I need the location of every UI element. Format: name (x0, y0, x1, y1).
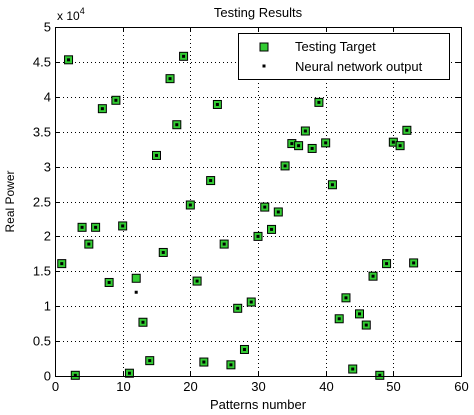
x-tick-label: 0 (52, 379, 59, 394)
neural-network-output-point (324, 141, 328, 145)
neural-network-output-point (344, 296, 348, 300)
legend-marker-testing-target (259, 42, 269, 52)
data-points (57, 51, 419, 380)
neural-network-output-point (148, 359, 152, 363)
neural-network-output-point (337, 317, 341, 321)
neural-network-output-point (127, 371, 131, 375)
y-tick-label: 3.5 (33, 125, 51, 140)
x-tick-label: 20 (183, 379, 197, 394)
neural-network-output-point (391, 140, 395, 144)
neural-network-output-point (141, 320, 145, 324)
chart-title: Testing Results (214, 5, 303, 20)
legend: Testing Target Neural network output (238, 33, 450, 80)
neural-network-output-point (256, 234, 260, 238)
neural-network-output-point (351, 367, 355, 371)
y-tick-label: 2 (44, 229, 51, 244)
neural-network-output-point (114, 98, 118, 102)
neural-network-output-point (297, 144, 301, 148)
y-axis-label: Real Power (3, 170, 17, 232)
y-axis-multiplier-base: x 10 (57, 9, 80, 23)
neural-network-output-point (107, 280, 111, 284)
neural-network-output-point (161, 250, 165, 254)
neural-network-output-point (405, 128, 409, 132)
neural-network-output-point (121, 224, 125, 228)
neural-network-output-point (283, 164, 287, 168)
neural-network-output-point (87, 242, 91, 246)
neural-network-output-point (371, 274, 375, 278)
y-tick-label: 1.5 (33, 264, 51, 279)
neural-network-output-point (182, 54, 186, 58)
neural-network-output-point (60, 262, 64, 266)
neural-network-output-point (317, 100, 321, 104)
neural-network-output-point (215, 102, 219, 106)
neural-network-output-point (188, 203, 192, 207)
neural-network-output-point (236, 306, 240, 310)
legend-marker-neural-network-output (262, 64, 266, 68)
neural-network-output-point (222, 242, 226, 246)
y-tick-label: 4.5 (33, 55, 51, 70)
x-tick-label: 30 (251, 379, 265, 394)
x-tick-label: 60 (454, 379, 468, 394)
y-tick-label: 1 (44, 299, 51, 314)
neural-network-output-point (398, 144, 402, 148)
neural-network-output-point (303, 129, 307, 133)
y-tick-label: 3 (44, 160, 51, 175)
neural-network-output-point (242, 347, 246, 351)
neural-network-output-point (229, 363, 233, 367)
neural-network-output-point (175, 123, 179, 127)
neural-network-output-point (330, 183, 334, 187)
neural-network-output-point (358, 312, 361, 316)
neural-network-output-point (290, 142, 294, 146)
neural-network-output-point (195, 279, 199, 283)
x-tick-label: 50 (386, 379, 400, 394)
neural-network-output-point (385, 262, 389, 266)
neural-network-output-point (276, 210, 280, 214)
neural-network-output-point (378, 373, 382, 377)
legend-label-testing-target: Testing Target (295, 39, 376, 54)
neural-network-output-point (67, 58, 71, 62)
neural-network-output-point (310, 146, 314, 150)
x-axis-label: Patterns number (210, 397, 307, 412)
neural-network-output-point (168, 77, 172, 81)
plot-frame (55, 27, 462, 377)
x-tick-label: 40 (319, 379, 333, 394)
y-tick-label: 2.5 (33, 195, 51, 210)
legend-box (238, 33, 450, 80)
y-axis-multiplier: x 104 (57, 6, 85, 23)
neural-network-output-point (100, 107, 104, 111)
neural-network-output-point (364, 323, 368, 327)
neural-network-output-point (412, 261, 416, 265)
y-tick-label: 0.5 (33, 334, 51, 349)
neural-network-output-point (270, 227, 274, 231)
neural-network-output-point (249, 300, 253, 304)
neural-network-output-point (73, 373, 77, 377)
y-tick-label: 4 (44, 90, 51, 105)
axis-ticks: 0 10 20 30 40 50 60 0 0.5 1 1.5 2 2.5 3 3.5 4 4.5 5 (33, 20, 469, 395)
y-tick-label: 0 (44, 369, 51, 384)
testing-target-point (131, 273, 141, 283)
neural-network-output-point (263, 205, 267, 209)
neural-network-output-point (202, 360, 206, 364)
neural-network-output-point (209, 179, 213, 183)
y-tick-label: 5 (44, 20, 51, 35)
neural-network-output-point (94, 225, 98, 229)
y-axis-multiplier-exponent: 4 (80, 6, 85, 16)
x-tick-label: 10 (116, 379, 130, 394)
neural-network-output-point (80, 225, 84, 229)
neural-network-output-point (155, 153, 158, 157)
neural-network-output-point (134, 290, 138, 294)
plot-area (55, 27, 461, 376)
legend-label-neural-network-output: Neural network output (295, 59, 423, 74)
